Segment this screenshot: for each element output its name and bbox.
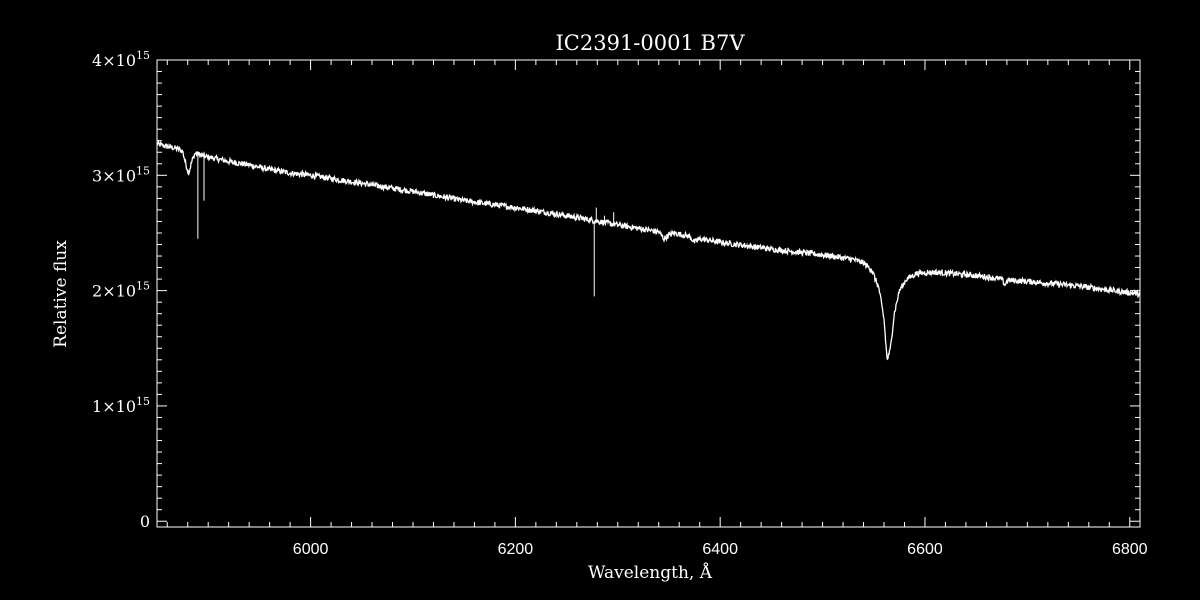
x-axis-tick-labels: 6000 6200 6400 6600 6800 — [293, 541, 1148, 558]
y-tick-label: 1×1015 — [92, 395, 150, 416]
y-tick-label: 4×1015 — [92, 49, 150, 70]
x-tick-label: 6800 — [1112, 541, 1148, 558]
y-tick-label: 3×1015 — [92, 164, 150, 185]
plot-frame — [156, 59, 1141, 528]
chart-title: IC2391-0001 B7V — [556, 31, 746, 55]
x-tick-label: 6600 — [907, 541, 943, 558]
y-axis-label: Relative flux — [51, 240, 71, 348]
x-axis-ticks — [166, 60, 1131, 527]
spectrum-line — [156, 139, 1141, 361]
y-tick-label: 0 — [140, 512, 150, 531]
y-axis-ticks — [157, 59, 1140, 522]
x-tick-label: 6400 — [702, 541, 738, 558]
series-group — [156, 139, 1141, 361]
y-axis-tick-labels: 0 1×1015 2×1015 3×1015 4×1015 — [92, 49, 150, 531]
x-tick-label: 6000 — [293, 541, 329, 558]
x-tick-label: 6200 — [498, 541, 534, 558]
x-axis-label: Wavelength, Å — [588, 562, 713, 583]
y-tick-label: 2×1015 — [92, 280, 150, 301]
